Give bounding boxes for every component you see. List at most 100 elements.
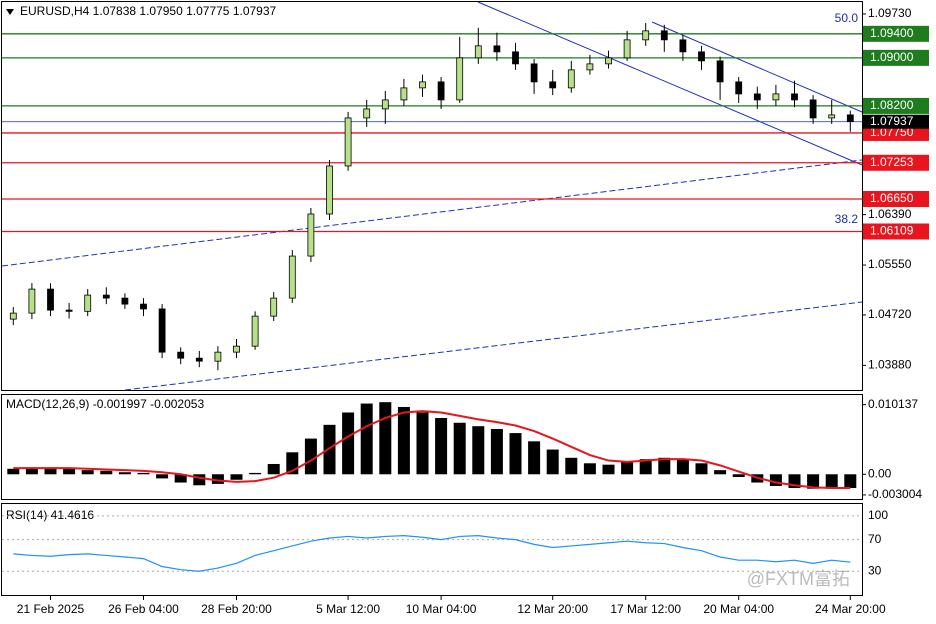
candle-body	[326, 165, 333, 215]
candle-body	[47, 288, 54, 311]
x-tick-label: 21 Feb 2025	[17, 602, 85, 616]
candle-body	[828, 114, 836, 119]
macd-signal	[13, 410, 851, 490]
level-box	[863, 191, 929, 208]
y-tick-label: 1.09730	[868, 6, 912, 20]
macd-bar	[193, 474, 206, 486]
macd-bar	[230, 474, 243, 480]
fibo-label: 38.2	[835, 212, 859, 226]
candle-body	[84, 294, 92, 312]
candle-body	[772, 93, 780, 101]
macd-bar	[25, 467, 38, 475]
macd-bar	[81, 470, 94, 475]
macd-bar	[118, 472, 131, 475]
macd-bar	[63, 468, 76, 475]
candle-body	[474, 45, 482, 59]
candle-body	[102, 294, 110, 299]
x-tick-label: 26 Feb 04:00	[108, 602, 179, 616]
main-pane	[1, 1, 863, 391]
candle-body	[288, 255, 296, 299]
x-tick-label: 28 Feb 20:00	[201, 602, 272, 616]
candle-body	[214, 351, 222, 362]
macd-bar	[490, 428, 503, 475]
macd-bar	[676, 459, 689, 475]
macd-bar	[621, 461, 634, 475]
macd-bar	[453, 422, 466, 475]
candle-body	[493, 45, 501, 53]
candle-body	[28, 288, 36, 314]
candle-body	[642, 30, 650, 41]
y-tick-label: 0.00	[868, 466, 892, 480]
macd-bar	[416, 412, 429, 475]
macd-bar	[137, 472, 150, 475]
candle-body	[753, 93, 761, 101]
rsi-pane	[1, 503, 863, 596]
candle-body	[381, 99, 389, 110]
macd-bar	[100, 470, 113, 475]
level-box	[863, 124, 929, 141]
macd-bar	[211, 474, 224, 484]
candle-body	[716, 60, 724, 83]
level-box	[863, 97, 929, 114]
macd-bar	[565, 457, 578, 475]
support-line	[124, 301, 863, 391]
macd-bar	[267, 463, 280, 475]
candle-body	[605, 57, 612, 65]
y-tick-label: 30	[868, 563, 882, 577]
macd-bar	[714, 470, 727, 475]
candle-body	[809, 99, 817, 119]
macd-bar	[639, 459, 652, 475]
candle-body	[233, 345, 240, 353]
x-tick-label: 17 Mar 12:00	[610, 602, 681, 616]
watermark: @FXTM富拓	[747, 569, 850, 589]
candle-body	[456, 57, 464, 101]
candle-body	[177, 351, 185, 359]
candle-body	[512, 51, 519, 65]
candle-body	[419, 81, 426, 89]
candle-body	[140, 303, 147, 310]
macd-bar	[304, 438, 317, 475]
macd-bar	[528, 441, 541, 475]
y-tick-label: -0.003004	[868, 487, 922, 501]
candle-body	[660, 30, 668, 41]
level-label: 1.09000	[870, 50, 914, 64]
macd-bar	[546, 449, 559, 475]
x-tick-label: 20 Mar 04:00	[703, 602, 774, 616]
level-label: 1.08200	[870, 98, 914, 112]
candle-body	[9, 312, 17, 320]
candle-body	[251, 315, 259, 347]
candle-body	[679, 39, 687, 53]
x-tick-label: 12 Mar 20:00	[517, 602, 588, 616]
candle-body	[363, 108, 371, 119]
candle-body	[567, 69, 575, 89]
candle-body	[121, 297, 129, 305]
x-tick-label: 24 Mar 20:00	[815, 602, 886, 616]
candle-body	[735, 81, 743, 95]
y-tick-label: 100	[868, 508, 888, 522]
level-box	[863, 154, 929, 171]
y-tick-label: 1.03880	[868, 358, 912, 372]
macd-bar	[323, 424, 336, 475]
macd-pane	[1, 394, 863, 500]
candle-body	[307, 213, 315, 257]
candle-body	[623, 39, 631, 59]
menu-arrow	[6, 9, 14, 15]
candle-body	[549, 81, 557, 89]
macd-bar	[397, 406, 410, 475]
candle-body	[195, 357, 203, 362]
trend-lines	[1, 1, 863, 391]
chart-title: EURUSD,H4 1.07838 1.07950 1.07775 1.0793…	[20, 4, 277, 18]
macd-bar	[583, 463, 596, 475]
macd-bar	[509, 433, 522, 475]
macd-bar	[769, 474, 782, 486]
candle-body	[437, 81, 445, 101]
channel-line	[651, 21, 863, 113]
candle-body	[270, 297, 278, 317]
candle-body	[158, 308, 166, 353]
candle-body	[698, 51, 705, 62]
macd-bar	[342, 412, 355, 475]
level-box	[863, 223, 929, 240]
macd-bar	[825, 474, 838, 489]
macd-bar	[360, 403, 373, 475]
y-tick-label: 0.010137	[868, 397, 918, 411]
